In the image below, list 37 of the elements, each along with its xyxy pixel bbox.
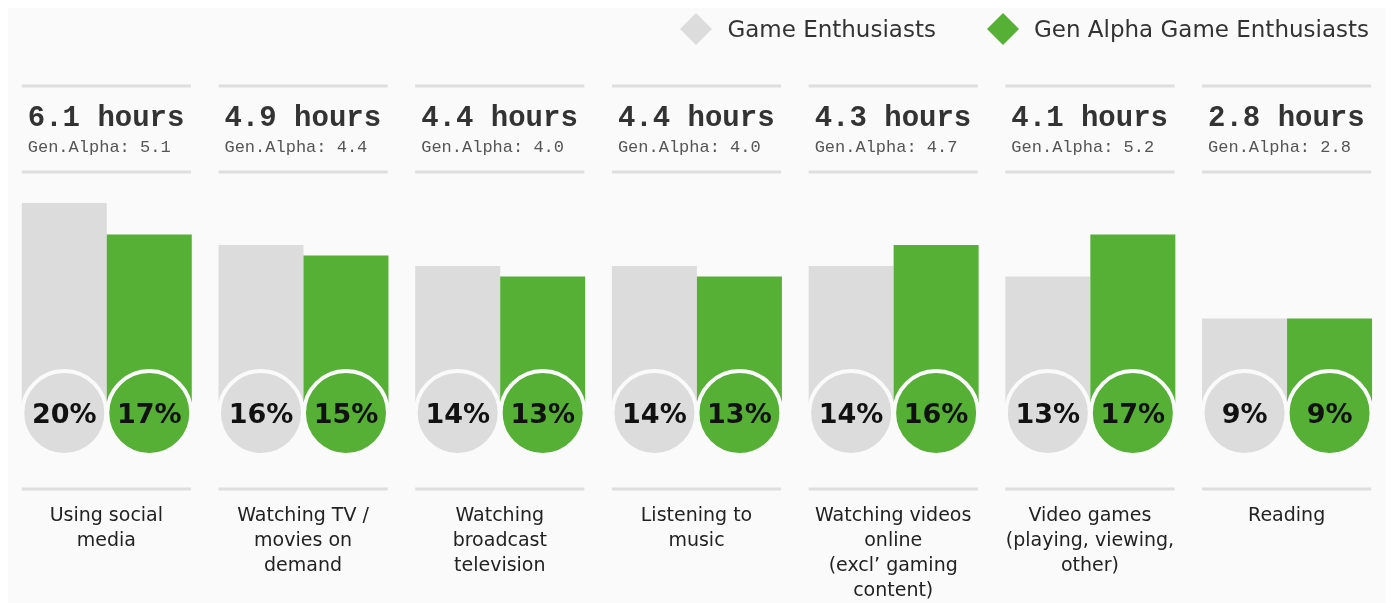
data-label: 13%: [510, 398, 576, 429]
data-label: 16%: [903, 398, 969, 429]
text: Gen.Alpha: 5.2: [1011, 138, 1155, 157]
data-label: 20%: [31, 398, 97, 429]
data-label: 15%: [313, 398, 379, 429]
x-tick-label: Video games (playing, viewing, other): [1005, 503, 1175, 575]
data-label: 14%: [818, 398, 884, 429]
x-tick-label: Listening to music: [640, 503, 753, 550]
text: Gen.Alpha: 2.8: [1208, 138, 1351, 157]
data-label: 13%: [707, 398, 772, 429]
text: 4.1 hours: [1011, 102, 1168, 135]
legend-label: Gen Alpha Game Enthusiasts: [1032, 15, 1369, 44]
x-tick-label: Watching broadcast television: [452, 503, 547, 575]
x-tick-label: Watching videos online (excl’ gaming content): [815, 503, 972, 600]
data-label: 9%: [1221, 398, 1268, 429]
data-label: 13%: [1015, 398, 1081, 429]
text: 4.9 hours: [224, 102, 382, 135]
text: 4.4 hours: [421, 102, 578, 135]
text: Gen.Alpha: 4.0: [617, 138, 761, 157]
x-tick-label: Reading: [1248, 503, 1326, 525]
data-label: 9%: [1306, 398, 1353, 429]
text: 2.8 hours: [1208, 102, 1365, 135]
data-label: 14%: [425, 398, 491, 429]
text: Gen.Alpha: 5.1: [27, 138, 171, 157]
text: 6.1 hours: [27, 102, 185, 135]
data-label: 17%: [1100, 398, 1166, 429]
text: Gen.Alpha: 4.0: [421, 138, 565, 157]
x-tick-label: Using social media: [49, 503, 164, 550]
data-label: 17%: [116, 398, 182, 429]
data-label: 14%: [622, 398, 687, 429]
text: 4.4 hours: [617, 102, 775, 135]
text: 4.3 hours: [814, 102, 972, 135]
text: Gen.Alpha: 4.7: [814, 138, 958, 157]
text: Gen.Alpha: 4.4: [224, 138, 368, 157]
x-tick-label: Watching TV / movies on demand: [237, 503, 370, 575]
data-label: 16%: [228, 398, 294, 429]
legend-label: Game Enthusiasts: [726, 15, 936, 44]
